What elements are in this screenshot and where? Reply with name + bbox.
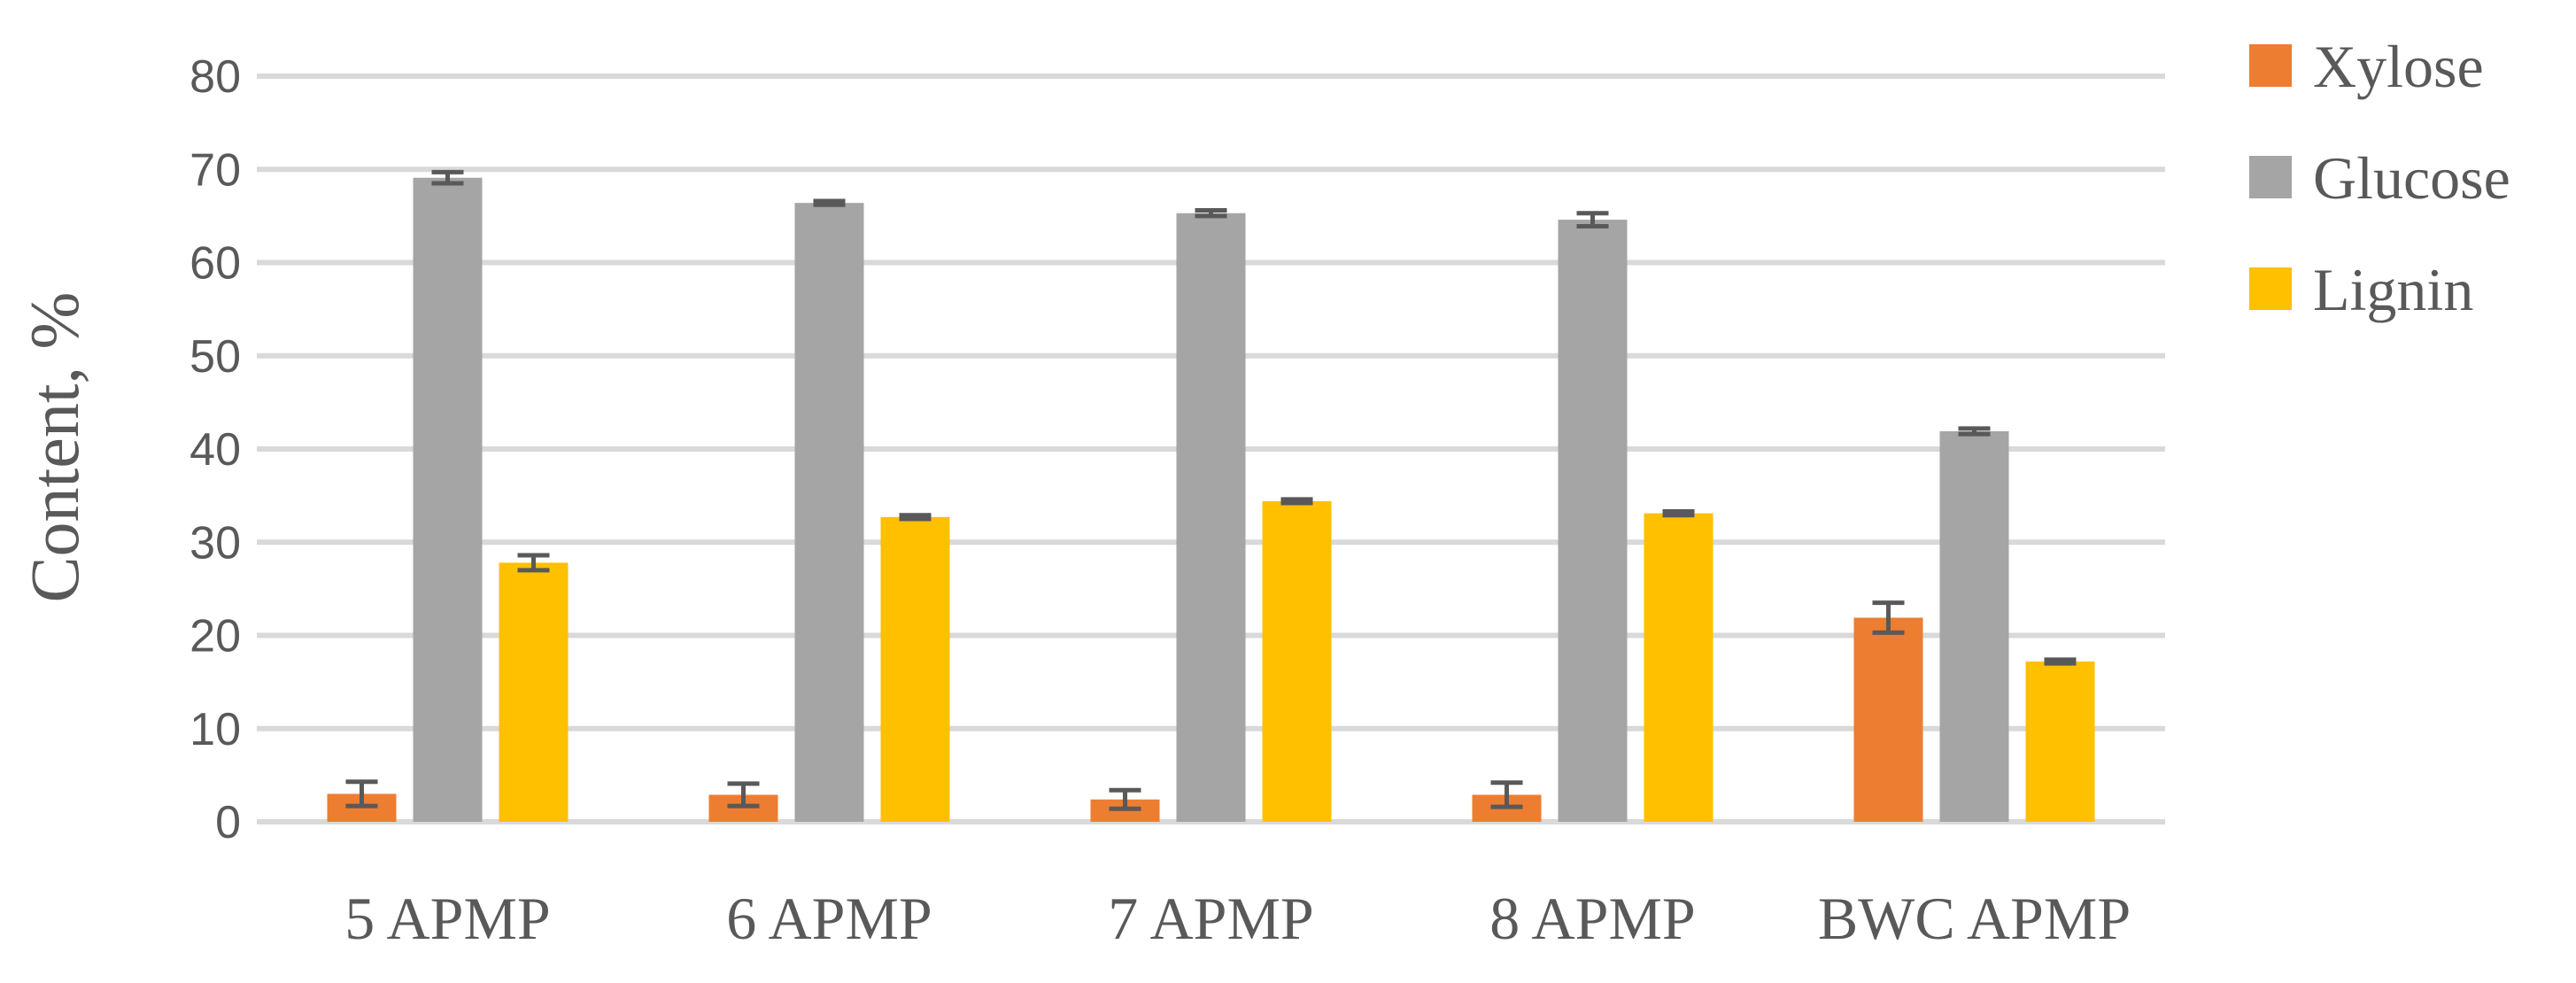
y-axis-title: Content, % <box>16 292 93 603</box>
bars <box>327 177 2095 822</box>
y-tick-label: 70 <box>190 144 241 196</box>
legend-item-glucose: Glucose <box>2249 144 2510 212</box>
x-tick-label: 5 APMP <box>344 885 550 952</box>
legend-swatch <box>2249 156 2292 198</box>
bar-glucose-6-apmp <box>794 203 864 822</box>
x-tick-label: BWC APMP <box>1818 885 2131 952</box>
error-bar-lignin-7-apmp <box>1280 497 1313 506</box>
legend-label: Xylose <box>2313 33 2484 100</box>
error-bars <box>345 169 2077 811</box>
y-tick-label: 40 <box>190 424 241 476</box>
y-tick-label: 30 <box>190 517 241 569</box>
bar-lignin-7-apmp <box>1262 500 1332 822</box>
error-bar-lignin-5-apmp <box>517 553 550 573</box>
error-bar-glucose-6-apmp <box>813 198 846 207</box>
error-bar-xylose-5-apmp <box>345 779 378 809</box>
error-bar-glucose-7-apmp <box>1195 208 1227 219</box>
x-axis-ticks: 5 APMP 6 APMP 7 APMP 8 APMP BWC APMP <box>344 885 2131 952</box>
legend-item-lignin: Lignin <box>2249 256 2473 323</box>
error-bar-lignin-6-apmp <box>899 513 932 522</box>
error-bar-xylose-6-apmp <box>727 781 760 809</box>
error-bar-glucose-5-apmp <box>431 169 464 186</box>
y-tick-label: 20 <box>190 611 241 662</box>
legend-label: Lignin <box>2313 256 2473 323</box>
y-tick-label: 10 <box>190 704 241 755</box>
error-bar-lignin-bwc-apmp <box>2044 657 2077 666</box>
y-tick-label: 50 <box>190 331 241 383</box>
y-tick-label: 60 <box>190 238 241 290</box>
legend-item-xylose: Xylose <box>2249 33 2484 100</box>
x-tick-label: 7 APMP <box>1108 885 1313 952</box>
legend: Xylose Glucose Lignin <box>2249 33 2510 323</box>
error-bar-glucose-8-apmp <box>1576 211 1609 228</box>
legend-swatch <box>2249 44 2292 87</box>
x-tick-label: 8 APMP <box>1489 885 1695 952</box>
bar-glucose-7-apmp <box>1176 213 1246 822</box>
error-bar-lignin-8-apmp <box>1662 509 1695 518</box>
y-tick-label: 80 <box>190 51 241 103</box>
error-bar-glucose-bwc-apmp <box>1958 426 1991 437</box>
bar-glucose-5-apmp <box>413 177 483 822</box>
bar-glucose-bwc-apmp <box>1939 431 2009 822</box>
y-axis-ticks: 0 10 20 30 40 50 60 70 80 <box>190 51 241 848</box>
bar-lignin-6-apmp <box>880 516 950 822</box>
y-tick-label: 0 <box>215 797 241 848</box>
bar-lignin-8-apmp <box>1644 513 1713 822</box>
bar-xylose-bwc-apmp <box>1853 617 1923 822</box>
error-bar-xylose-bwc-apmp <box>1872 600 1905 635</box>
x-tick-label: 6 APMP <box>726 885 932 952</box>
legend-label: Glucose <box>2313 144 2510 212</box>
error-bar-xylose-7-apmp <box>1109 787 1141 811</box>
bar-lignin-5-apmp <box>499 562 569 822</box>
error-bar-xylose-8-apmp <box>1490 780 1523 809</box>
legend-swatch <box>2249 267 2292 310</box>
bar-glucose-8-apmp <box>1558 220 1628 822</box>
bar-lignin-bwc-apmp <box>2025 661 2095 822</box>
